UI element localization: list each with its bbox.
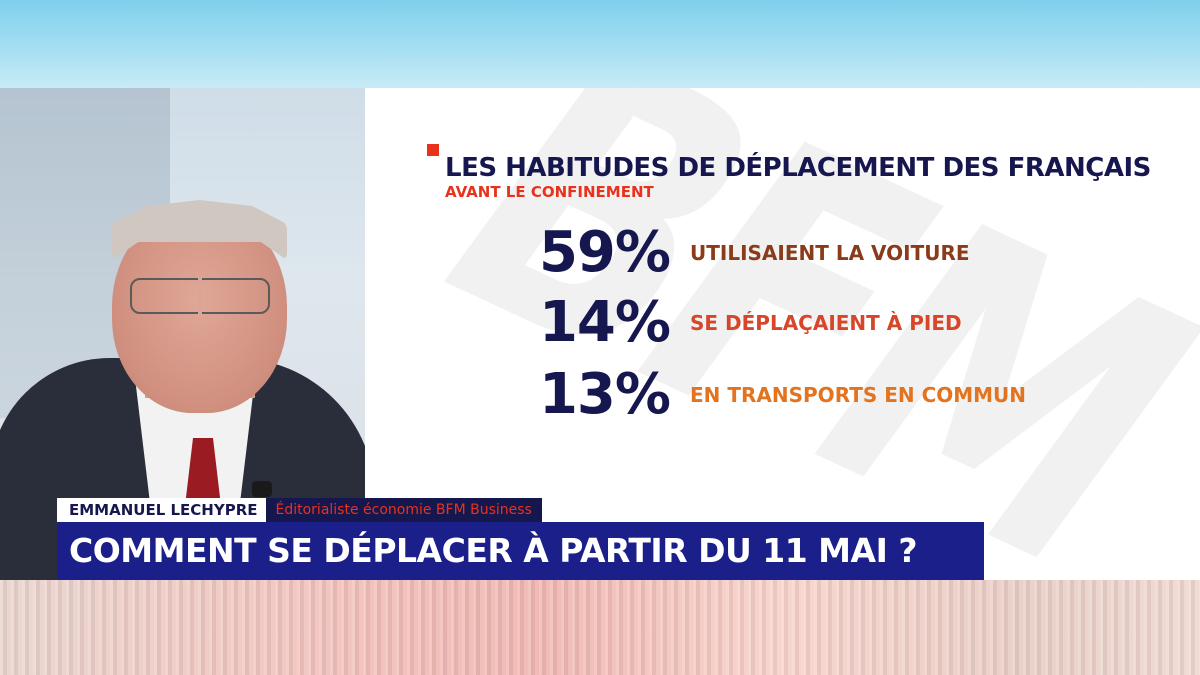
top-decorative-band [0,0,1200,88]
stat-value: 59% [538,220,671,285]
stat-value: 13% [538,362,671,427]
stat-row-walking: 14% SE DÉPLAÇAIENT À PIED [0,288,1200,358]
headline-title: COMMENT SE DÉPLACER À PARTIR DU 11 MAI ? [69,531,917,570]
stat-label: SE DÉPLAÇAIENT À PIED [690,311,962,335]
speaker-name-strap: EMMANUEL LECHYPRE Éditorialiste économie… [57,498,542,522]
stat-label: UTILISAIENT LA VOITURE [690,241,970,265]
speaker-role: Éditorialiste économie BFM Business [265,498,542,522]
stat-value: 14% [538,290,671,355]
speaker-name: EMMANUEL LECHYPRE [57,498,266,522]
graphic-headline: LES HABITUDES DE DÉPLACEMENT DES FRANÇAI… [445,153,1151,183]
speaker-glasses [130,278,270,314]
headline-bar: COMMENT SE DÉPLACER À PARTIR DU 11 MAI ? [57,522,984,580]
stat-label: EN TRANSPORTS EN COMMUN [690,383,1027,407]
lapel-mic-icon [252,481,272,497]
accent-square-icon [427,144,439,156]
bottom-decorative-band [0,580,1200,675]
speaker-video [0,88,365,580]
stat-row-transit: 13% EN TRANSPORTS EN COMMUN [0,360,1200,430]
graphic-subheadline: AVANT LE CONFINEMENT [445,183,654,201]
stat-row-car: 59% UTILISAIENT LA VOITURE [0,218,1200,288]
